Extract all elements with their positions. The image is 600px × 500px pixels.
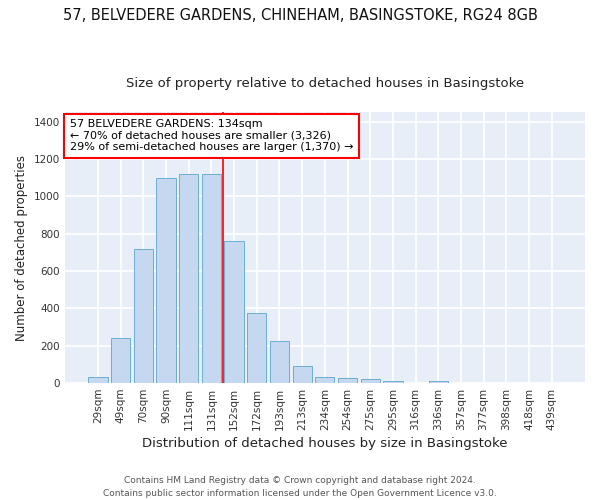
X-axis label: Distribution of detached houses by size in Basingstoke: Distribution of detached houses by size …: [142, 437, 508, 450]
Bar: [179, 174, 199, 383]
Bar: [383, 381, 403, 383]
Text: 57, BELVEDERE GARDENS, CHINEHAM, BASINGSTOKE, RG24 8GB: 57, BELVEDERE GARDENS, CHINEHAM, BASINGS…: [62, 8, 538, 22]
Bar: [134, 248, 153, 383]
Title: Size of property relative to detached houses in Basingstoke: Size of property relative to detached ho…: [126, 78, 524, 90]
Y-axis label: Number of detached properties: Number of detached properties: [15, 155, 28, 341]
Text: 57 BELVEDERE GARDENS: 134sqm
← 70% of detached houses are smaller (3,326)
29% of: 57 BELVEDERE GARDENS: 134sqm ← 70% of de…: [70, 120, 353, 152]
Bar: [315, 376, 334, 383]
Bar: [247, 312, 266, 383]
Bar: [157, 178, 176, 383]
Bar: [338, 378, 357, 383]
Bar: [293, 366, 312, 383]
Bar: [224, 242, 244, 383]
Bar: [111, 338, 130, 383]
Bar: [88, 376, 107, 383]
Text: Contains HM Land Registry data © Crown copyright and database right 2024.
Contai: Contains HM Land Registry data © Crown c…: [103, 476, 497, 498]
Bar: [361, 380, 380, 383]
Bar: [202, 174, 221, 383]
Bar: [428, 381, 448, 383]
Bar: [270, 340, 289, 383]
